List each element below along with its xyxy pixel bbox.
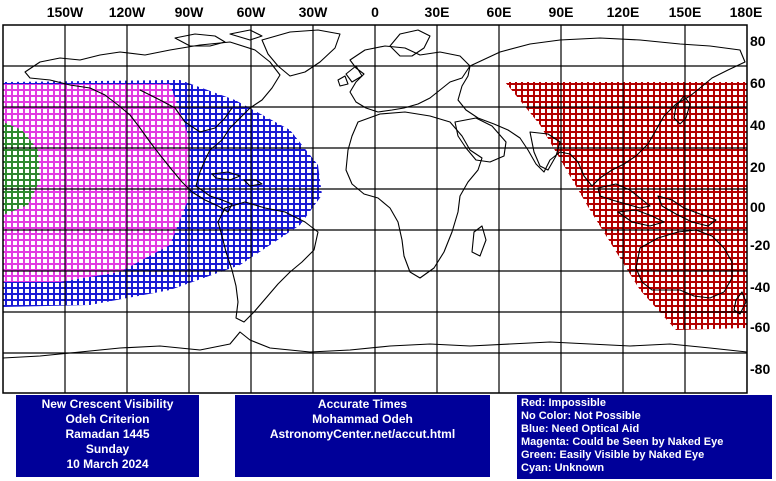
lon-label: 120E xyxy=(607,4,640,20)
info-panel-left: New Crescent Visibility Odeh Criterion R… xyxy=(16,395,199,477)
info-line: Sunday xyxy=(85,442,130,456)
lat-label: 60 xyxy=(750,75,766,91)
world-map: 150W 120W 90W 60W 30W 0 30E 60E 90E 120E… xyxy=(2,4,770,394)
legend-item-not-possible: No Color: Not Possible xyxy=(521,410,641,422)
lon-label: 120W xyxy=(109,4,146,20)
legend-item-naked-eye-maybe: Magenta: Could be Seen by Naked Eye xyxy=(521,436,724,448)
info-line: AstronomyCenter.net/accut.html xyxy=(269,427,456,441)
map-frame xyxy=(2,24,748,394)
lat-label: -80 xyxy=(750,361,770,377)
lat-label: 40 xyxy=(750,117,766,133)
lon-label: 60W xyxy=(237,4,267,20)
lon-labels: 150W 120W 90W 60W 30W 0 30E 60E 90E 120E… xyxy=(47,4,763,20)
lon-label: 90W xyxy=(175,4,205,20)
zone-easily-visible xyxy=(3,122,40,215)
lon-label: 90E xyxy=(549,4,574,20)
lat-label: 00 xyxy=(750,199,766,215)
info-panel-center: Accurate Times Mohammad Odeh AstronomyCe… xyxy=(235,395,490,477)
lat-label: -60 xyxy=(750,319,770,335)
legend-panel: Red: Impossible No Color: Not Possible B… xyxy=(517,395,772,479)
lon-label: 150W xyxy=(47,4,84,20)
legend-item-unknown: Cyan: Unknown xyxy=(521,462,605,474)
lat-label: -20 xyxy=(750,237,770,253)
legend-item-impossible: Red: Impossible xyxy=(521,397,606,409)
lat-label: -40 xyxy=(750,279,770,295)
coastlines xyxy=(3,29,747,393)
lon-label: 30W xyxy=(299,4,329,20)
lon-label: 180E xyxy=(730,4,763,20)
legend-item-easily-visible: Green: Easily Visible by Naked Eye xyxy=(521,449,705,461)
lon-label: 150E xyxy=(669,4,702,20)
graticule xyxy=(3,25,747,393)
lat-label: 20 xyxy=(750,159,766,175)
lat-labels: 80 60 40 20 00 -20 -40 -60 -80 xyxy=(750,33,770,377)
lon-label: 60E xyxy=(487,4,512,20)
info-line: Ramadan 1445 xyxy=(65,427,150,441)
lat-label: 80 xyxy=(750,33,766,49)
legend-item-optical-aid: Blue: Need Optical Aid xyxy=(521,423,640,435)
zone-naked-eye-maybe xyxy=(3,84,190,282)
zone-impossible xyxy=(505,82,747,330)
info-line: Odeh Criterion xyxy=(65,412,150,426)
info-line: 10 March 2024 xyxy=(66,457,149,471)
info-line: Accurate Times xyxy=(317,397,408,411)
info-line: Mohammad Odeh xyxy=(312,412,413,426)
info-line: New Crescent Visibility xyxy=(41,397,174,411)
lon-label: 30E xyxy=(425,4,450,20)
lon-label: 0 xyxy=(371,4,379,20)
